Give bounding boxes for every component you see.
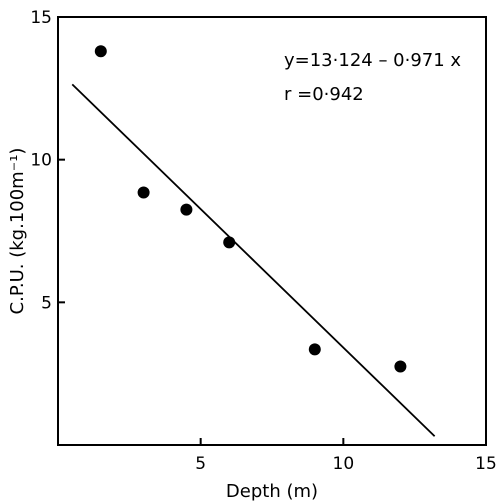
x-tick-label: 10 xyxy=(333,454,355,474)
axis-ticks: 5 10 15 5 10 15 xyxy=(30,8,496,474)
data-point xyxy=(308,343,321,356)
y-tick-label: 15 xyxy=(30,8,52,28)
plot-frame xyxy=(57,16,487,446)
data-points xyxy=(94,45,407,373)
x-tick-label: 5 xyxy=(195,454,206,474)
y-tick-label: 10 xyxy=(30,151,52,171)
y-axis-title: C.P.U. (kg.100m⁻¹) xyxy=(7,148,28,315)
y-tick-label: 5 xyxy=(41,293,52,313)
fit-line-group xyxy=(71,83,436,437)
regression-line xyxy=(71,83,436,437)
data-point xyxy=(137,186,150,199)
r-value-annotation: r =0·942 xyxy=(284,84,364,105)
equation-annotation: y=13·124 – 0·971 x xyxy=(284,50,461,71)
x-tick-label: 15 xyxy=(475,454,497,474)
data-point xyxy=(223,236,236,249)
data-point xyxy=(94,45,107,58)
data-point xyxy=(394,360,407,373)
x-axis-title: Depth (m) xyxy=(226,481,318,502)
data-point xyxy=(180,203,193,216)
